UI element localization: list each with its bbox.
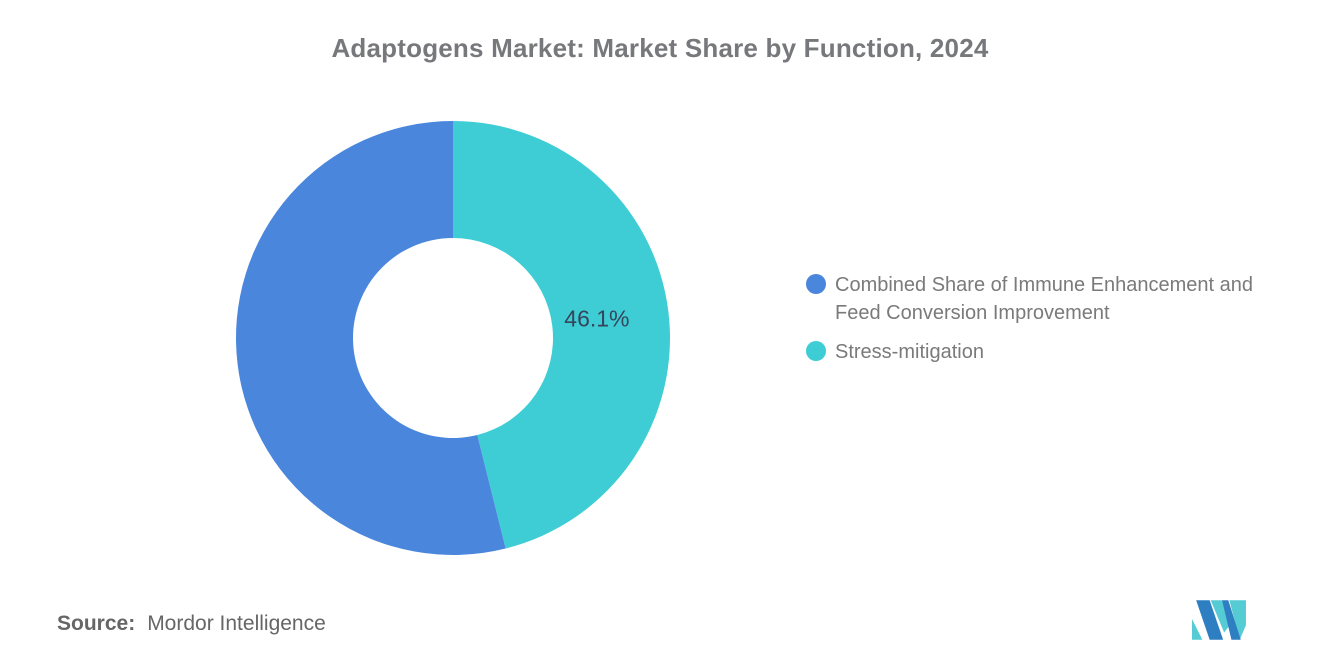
source-label: Source: [57,612,136,635]
logo-shape [1210,600,1232,633]
donut-chart: 46.1% [236,121,671,555]
source-value: Mordor Intelligence [147,612,326,635]
legend-swatch-icon [806,341,826,361]
mordor-intelligence-logo [1192,600,1248,640]
logo-shape [1222,600,1241,640]
legend-swatch-icon [806,274,826,294]
legend-label: Stress-mitigation [835,341,984,363]
slice-data-label: 46.1% [564,305,629,331]
legend-item: Combined Share of Immune Enhancement and… [806,271,1316,327]
legend-item: Stress-mitigation [806,338,1316,366]
logo-shape [1192,618,1203,640]
donut-slice [453,121,671,549]
chart-title: Adaptogens Market: Market Share by Funct… [331,33,989,63]
legend: Combined Share of Immune Enhancement and… [806,271,1316,366]
donut-chart-area: 46.1% [233,118,673,558]
source-line: Source: Mordor Intelligence [57,612,326,636]
logo-shape [1229,600,1246,640]
legend-label: Combined Share of Immune Enhancement and… [835,274,1254,324]
logo-shape [1196,600,1224,640]
donut-slice [236,121,506,555]
mordor-logo-mark-icon [1192,600,1246,640]
